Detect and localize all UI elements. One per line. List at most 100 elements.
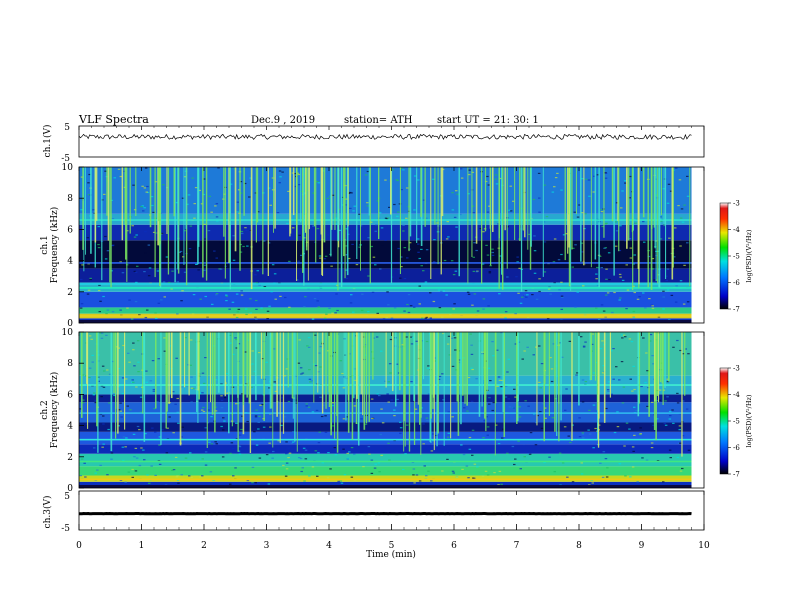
spectrogram-speckle bbox=[101, 446, 104, 448]
spectrogram-speckle bbox=[209, 471, 213, 473]
sferic-spike bbox=[638, 167, 640, 285]
spectrogram-speckle bbox=[377, 462, 381, 464]
spectrogram-speckle bbox=[232, 475, 235, 477]
spectrogram-speckle bbox=[137, 361, 140, 363]
sferic-spike bbox=[81, 332, 83, 418]
spectrogram-speckle bbox=[417, 251, 420, 253]
sferic-spike bbox=[243, 167, 245, 216]
spectrogram-speckle bbox=[676, 456, 679, 458]
spectrogram-speckle bbox=[117, 409, 121, 411]
sferic-spike bbox=[166, 332, 168, 412]
sferic-spike bbox=[434, 167, 436, 225]
spectrogram-speckle bbox=[237, 308, 241, 310]
spectrogram-speckle bbox=[554, 365, 558, 367]
sferic-spike bbox=[590, 167, 592, 268]
spectrogram-speckle bbox=[175, 202, 179, 204]
spectrogram-speckle bbox=[255, 409, 258, 411]
spectrogram-speckle bbox=[626, 289, 630, 291]
spectrogram-speckle bbox=[491, 254, 495, 256]
spectrogram-speckle bbox=[292, 431, 295, 433]
spectrogram-speckle bbox=[417, 179, 420, 181]
spectrogram-speckle bbox=[214, 175, 218, 177]
spectrogram-speckle bbox=[578, 417, 581, 419]
spectrogram-speckle bbox=[235, 338, 238, 341]
spectrogram-speckle bbox=[207, 409, 210, 411]
spectrogram-speckle bbox=[94, 400, 97, 402]
spectrogram-speckle bbox=[611, 311, 614, 314]
spectrogram-speckle bbox=[353, 405, 357, 407]
sferic-spike bbox=[185, 167, 187, 229]
spectrogram-speckle bbox=[247, 380, 250, 382]
spectrogram-speckle bbox=[308, 369, 311, 371]
spectrogram-speckle bbox=[220, 399, 224, 401]
spectrogram-speckle bbox=[606, 467, 609, 469]
spectrogram-speckle bbox=[588, 409, 591, 411]
ch1-spectrogram-ylabel: Frequency (kHz) bbox=[49, 207, 60, 284]
spectrogram-speckle bbox=[536, 210, 539, 212]
spectrogram-speckle bbox=[624, 475, 627, 477]
spectrogram-speckle bbox=[126, 307, 129, 309]
spectrogram-speckle bbox=[277, 440, 280, 442]
spectrogram-speckle bbox=[178, 251, 181, 253]
spectrogram-speckle bbox=[488, 271, 492, 273]
spectrogram-speckle bbox=[673, 256, 676, 258]
colorbar-tick-label: -7 bbox=[733, 306, 740, 314]
spectrogram-speckle bbox=[110, 458, 113, 460]
spectrogram-speckle bbox=[612, 348, 615, 350]
sferic-spike bbox=[263, 332, 265, 421]
spectrogram-speckle bbox=[133, 365, 136, 367]
spectrogram-speckle bbox=[244, 351, 248, 353]
spectrogram-speckle bbox=[588, 433, 592, 435]
spectrogram-speckle bbox=[102, 295, 105, 298]
spectrogram-speckle bbox=[644, 382, 647, 384]
spectrogram-speckle bbox=[246, 245, 249, 247]
spectrogram-speckle bbox=[150, 196, 154, 198]
ch1-spectrogram-image bbox=[79, 167, 704, 323]
spectrogram-speckle bbox=[672, 346, 675, 348]
spectrogram-speckle bbox=[267, 242, 271, 244]
spectrogram-speckle bbox=[604, 316, 607, 318]
time-xticks: 0 1 2 3 4 5 6 7 8 9 10 bbox=[76, 126, 710, 551]
spectrogram-speckle bbox=[206, 316, 209, 318]
spectrogram-speckle bbox=[108, 402, 111, 404]
spectrogram-speckle bbox=[300, 470, 303, 473]
sferic-spike bbox=[109, 167, 111, 283]
spectrogram-speckle bbox=[245, 229, 248, 232]
spectrogram-speckle bbox=[605, 294, 608, 296]
spectrogram-speckle bbox=[575, 374, 578, 376]
spectrogram-speckle bbox=[229, 483, 232, 485]
spectrogram-speckle bbox=[199, 476, 202, 478]
spectrogram-speckle bbox=[674, 197, 677, 199]
spectrogram-speckle bbox=[300, 254, 303, 256]
spectrogram-speckle bbox=[550, 368, 554, 370]
sferic-spike bbox=[363, 332, 366, 430]
spectrogram-speckle bbox=[619, 297, 622, 299]
spectrogram-speckle bbox=[273, 381, 276, 383]
spectrogram-speckle bbox=[679, 470, 683, 472]
spectrogram-speckle bbox=[632, 316, 636, 318]
spectrogram-speckle bbox=[144, 167, 148, 169]
spectrogram-speckle bbox=[426, 367, 430, 369]
spectrogram-speckle bbox=[590, 479, 594, 481]
spectrogram-speckle bbox=[269, 204, 272, 206]
sferic-spike bbox=[365, 332, 368, 424]
spectrogram-speckle bbox=[566, 476, 569, 478]
spectrogram-speckle bbox=[485, 416, 488, 418]
spectrogram-speckle bbox=[514, 458, 517, 460]
spectrogram-speckle bbox=[450, 260, 454, 262]
spectrogram-speckle bbox=[145, 370, 148, 372]
spectrogram-speckle bbox=[99, 300, 102, 302]
spectrogram-speckle bbox=[425, 475, 428, 477]
spectrogram-speckle bbox=[121, 393, 125, 395]
spectrogram-speckle bbox=[449, 313, 452, 315]
spectrogram-speckle bbox=[152, 388, 156, 391]
spectrogram-speckle bbox=[374, 264, 377, 266]
spectrogram-speckle bbox=[459, 213, 462, 216]
spectrogram-speckle bbox=[665, 275, 668, 277]
spectrogram-speckle bbox=[353, 379, 356, 381]
sferic-spike bbox=[315, 167, 317, 263]
spectrogram-speckle bbox=[463, 407, 466, 409]
spectrogram-speckle bbox=[532, 354, 535, 356]
spectrogram-speckle bbox=[402, 224, 405, 226]
spectrogram-speckle bbox=[535, 298, 539, 300]
